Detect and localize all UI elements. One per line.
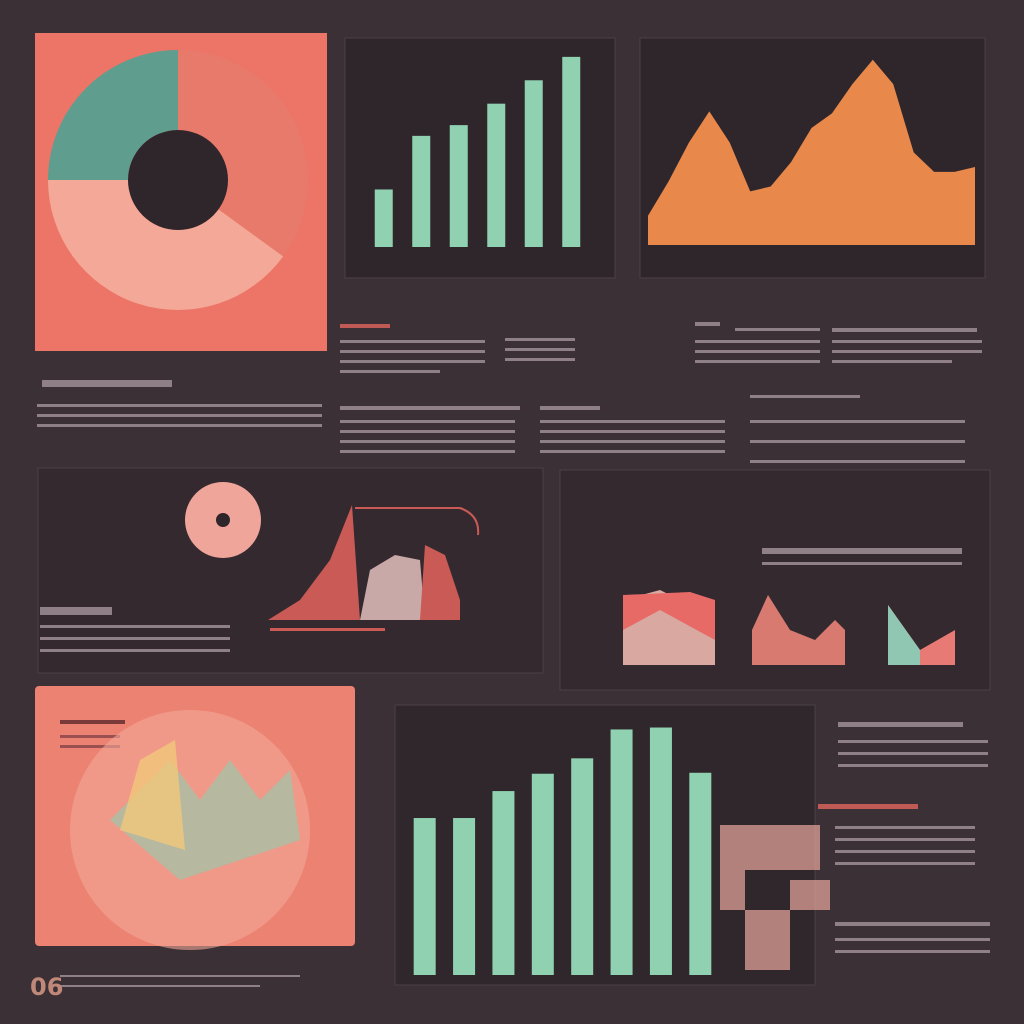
bar <box>492 791 515 975</box>
bar <box>531 773 554 975</box>
decoration <box>70 482 955 970</box>
page-number: 06 <box>30 973 63 1001</box>
bar <box>689 772 712 975</box>
bar <box>374 189 393 247</box>
text-lines <box>37 322 990 987</box>
pie-hole <box>128 130 228 230</box>
area <box>648 59 975 245</box>
pie-slice <box>178 50 308 257</box>
pie-slice <box>48 50 178 180</box>
bar <box>487 103 506 247</box>
bar <box>449 125 468 247</box>
pie-slice <box>48 180 284 310</box>
panel <box>37 467 544 674</box>
bar <box>562 56 581 247</box>
bar <box>412 135 431 247</box>
bar <box>571 758 594 975</box>
bar <box>610 729 633 975</box>
bar <box>413 818 436 975</box>
bar <box>649 727 672 975</box>
bar <box>453 818 476 975</box>
bar <box>524 80 543 248</box>
